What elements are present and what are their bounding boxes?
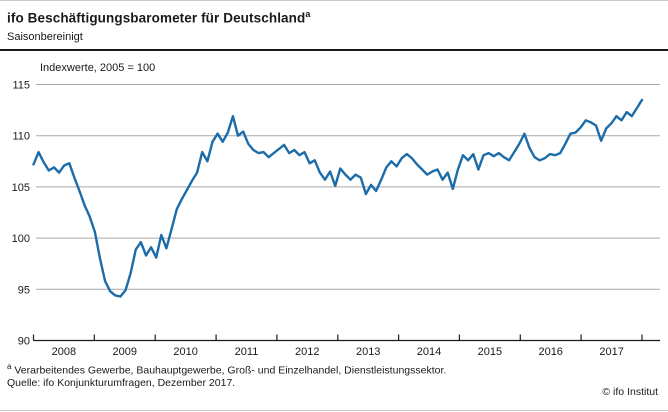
data-line-beschaeftigungsbarometer [32, 98, 644, 298]
y-axis-label-90: 90 [18, 336, 30, 348]
chart-subtitle: Saisonbereinigt [7, 31, 83, 43]
unit-label: Indexwerte, 2005 = 100 [40, 62, 156, 74]
x-axis-label-2015: 2015 [478, 346, 502, 358]
header-rule [0, 49, 668, 51]
x-axis-label-2013: 2013 [356, 346, 380, 358]
x-axis-label-2011: 2011 [235, 346, 259, 358]
x-axis-label-2017: 2017 [599, 346, 623, 358]
chart-title: ifo Beschäftigungsbarometer für Deutschl… [7, 9, 310, 26]
top-divider [0, 0, 668, 1]
x-axis-label-2009: 2009 [113, 346, 137, 358]
chart-region: 115 110 105 100 95 90 2008 2009 2010 2011 2012 2013… [0, 55, 668, 360]
y-axis-label-105: 105 [12, 182, 30, 194]
footnote-text: Verarbeitendes Gewerbe, Bauhauptgewerbe,… [14, 364, 447, 377]
x-axis-label-2008: 2008 [52, 346, 76, 358]
y-axis-label-100: 100 [12, 233, 30, 245]
y-axis-label-95: 95 [18, 284, 30, 296]
x-axis-label-2012: 2012 [295, 346, 319, 358]
copyright-note: © ifo Institut [602, 386, 658, 398]
y-axis-label-110: 110 [12, 131, 30, 143]
chart-title-superscript: a [305, 9, 311, 19]
y-axis-label-115: 115 [12, 80, 30, 92]
x-axis-label-2010: 2010 [173, 346, 197, 358]
source-line: Quelle: ifo Konjunkturumfragen, Dezember… [7, 377, 236, 389]
footnote-marker: a [7, 362, 12, 371]
x-axis-label-2014: 2014 [417, 346, 441, 358]
footnote: a Verarbeitendes Gewerbe, Bauhauptgewerb… [7, 362, 446, 377]
chart-title-text: ifo Beschäftigungsbarometer für Deutschl… [7, 10, 306, 26]
bottom-divider [0, 410, 668, 411]
x-axis-label-2016: 2016 [538, 346, 562, 358]
chart-svg: 115 110 105 100 95 90 2008 2009 2010 2011 2012 2013… [12, 80, 660, 358]
